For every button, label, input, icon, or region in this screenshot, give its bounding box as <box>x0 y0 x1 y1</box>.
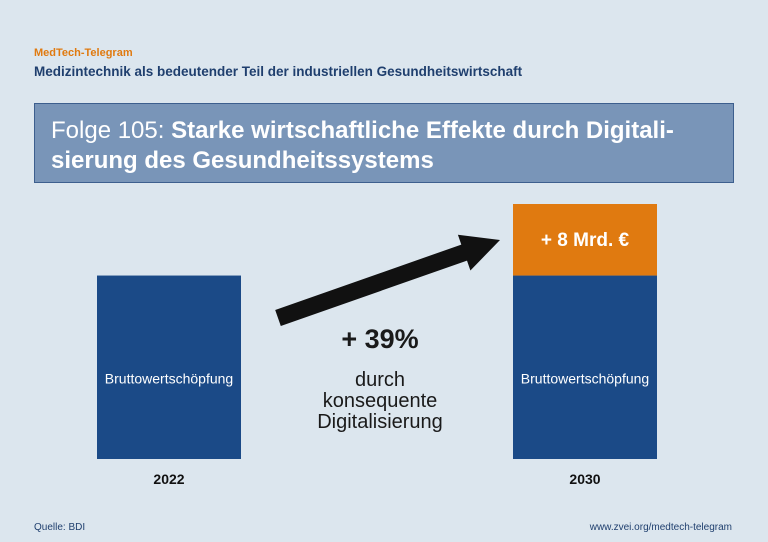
growth-note: durch konsequente Digitalisierung <box>280 370 480 433</box>
bar-increase-2030 <box>513 204 657 276</box>
page-subtitle: Medizintechnik als bedeutender Teil der … <box>34 64 523 79</box>
x-tick-label-2022: 2022 <box>153 471 184 487</box>
growth-note-line: Digitalisierung <box>317 411 443 433</box>
growth-note-line: konsequente <box>322 390 438 412</box>
growth-note-line: durch <box>354 369 406 391</box>
bar-base-2030 <box>513 275 657 459</box>
footer-url[interactable]: www.zvei.org/medtech-telegram <box>589 522 732 533</box>
bar-base-2022 <box>97 275 241 459</box>
x-tick-label-2030: 2030 <box>569 471 600 487</box>
episode-label: Folge 105: <box>51 117 165 144</box>
growth-arrow <box>275 234 500 326</box>
title-text: Starke wirtschaftliche Effekte durch Dig… <box>51 117 674 174</box>
bar-label: Bruttowertschöpfung <box>105 371 233 387</box>
increase-label: + 8 Mrd. € <box>541 230 630 251</box>
title-banner: Folge 105: Starke wirtschaftliche Effekt… <box>34 103 734 183</box>
bar-label: Bruttowertschöpfung <box>521 371 649 387</box>
chart-title: Folge 105: Starke wirtschaftliche Effekt… <box>51 116 719 176</box>
brand-label: MedTech-Telegram <box>34 47 133 59</box>
source-note: Quelle: BDI <box>34 522 86 533</box>
growth-label: + 39% <box>341 324 419 354</box>
